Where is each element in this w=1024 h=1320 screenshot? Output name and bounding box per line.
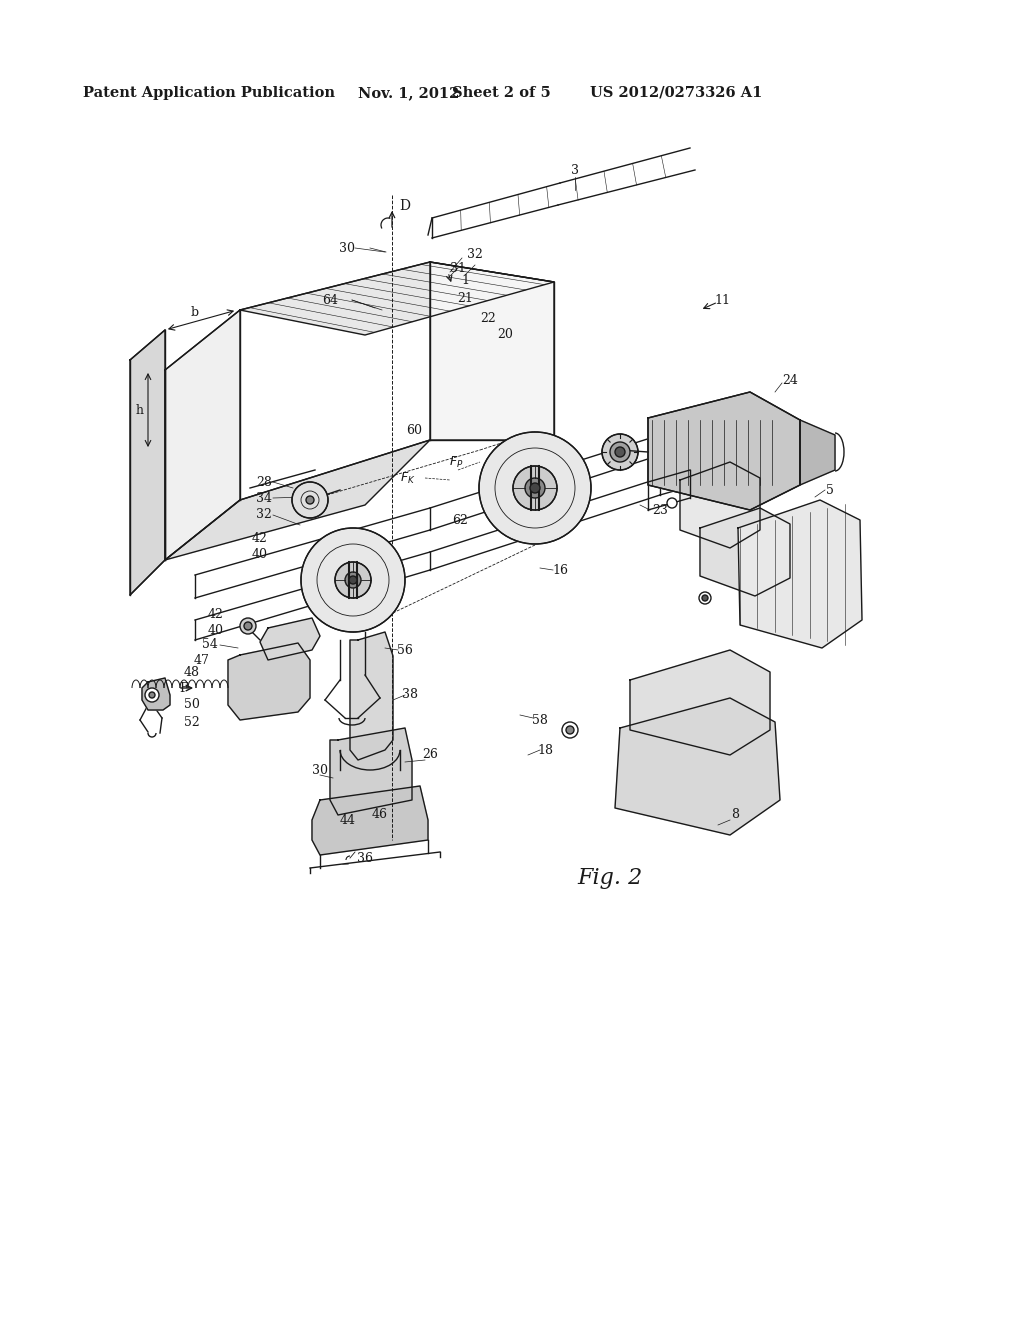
Text: h: h	[136, 404, 144, 417]
Text: 48: 48	[184, 667, 200, 680]
Text: 56: 56	[397, 644, 413, 656]
Circle shape	[145, 688, 159, 702]
Text: 42: 42	[208, 607, 224, 620]
Circle shape	[615, 447, 625, 457]
Polygon shape	[630, 649, 770, 755]
Text: D: D	[399, 199, 411, 213]
Text: 3: 3	[571, 164, 579, 177]
Text: 36: 36	[357, 851, 373, 865]
Text: 1: 1	[461, 273, 469, 286]
Text: 50: 50	[184, 698, 200, 711]
Text: 64: 64	[322, 293, 338, 306]
Text: 40: 40	[252, 549, 268, 561]
Circle shape	[244, 622, 252, 630]
Text: 42: 42	[252, 532, 268, 544]
Text: 62: 62	[452, 513, 468, 527]
Text: 23: 23	[652, 503, 668, 516]
Polygon shape	[330, 729, 412, 814]
Circle shape	[566, 726, 574, 734]
Circle shape	[292, 482, 328, 517]
Circle shape	[335, 562, 371, 598]
Circle shape	[530, 483, 540, 492]
Polygon shape	[800, 420, 835, 484]
Circle shape	[345, 572, 361, 587]
Text: 30: 30	[312, 763, 328, 776]
Text: 46: 46	[372, 808, 388, 821]
Text: Sheet 2 of 5: Sheet 2 of 5	[452, 86, 551, 100]
Circle shape	[610, 442, 630, 462]
Circle shape	[667, 498, 677, 508]
Circle shape	[513, 466, 557, 510]
Text: Patent Application Publication: Patent Application Publication	[83, 86, 335, 100]
Text: 8: 8	[731, 808, 739, 821]
Text: b: b	[190, 305, 199, 318]
Text: 5: 5	[826, 483, 834, 496]
Polygon shape	[165, 310, 240, 560]
Circle shape	[562, 722, 578, 738]
Text: 26: 26	[422, 748, 438, 762]
Polygon shape	[260, 618, 319, 660]
Polygon shape	[615, 698, 780, 836]
Circle shape	[699, 591, 711, 605]
Text: F: F	[179, 681, 188, 694]
Polygon shape	[738, 500, 862, 648]
Text: 32: 32	[256, 508, 272, 521]
Polygon shape	[228, 643, 310, 719]
Text: 30: 30	[339, 242, 355, 255]
Text: 54: 54	[202, 639, 218, 652]
Text: 58: 58	[532, 714, 548, 726]
Text: —: —	[341, 861, 348, 869]
Circle shape	[240, 618, 256, 634]
Circle shape	[349, 576, 357, 583]
Text: Nov. 1, 2012: Nov. 1, 2012	[358, 86, 460, 100]
Text: Fig. 2: Fig. 2	[577, 867, 642, 888]
Circle shape	[602, 434, 638, 470]
Circle shape	[479, 432, 591, 544]
Text: 44: 44	[340, 813, 356, 826]
Text: US 2012/0273326 A1: US 2012/0273326 A1	[590, 86, 763, 100]
Text: 52: 52	[184, 715, 200, 729]
Text: $F_P$: $F_P$	[449, 454, 463, 470]
Text: 47: 47	[195, 653, 210, 667]
Text: 24: 24	[782, 374, 798, 387]
Polygon shape	[680, 462, 760, 548]
Text: 34: 34	[256, 491, 272, 504]
Text: $F_K$: $F_K$	[400, 470, 416, 486]
Circle shape	[301, 528, 406, 632]
Polygon shape	[130, 330, 165, 595]
Text: 11: 11	[714, 293, 730, 306]
Text: 40: 40	[208, 623, 224, 636]
Text: 21: 21	[457, 292, 473, 305]
Text: 18: 18	[537, 743, 553, 756]
Polygon shape	[430, 261, 554, 440]
Text: 31: 31	[450, 261, 466, 275]
Text: 20: 20	[497, 329, 513, 342]
Polygon shape	[350, 632, 393, 760]
Text: 22: 22	[480, 312, 496, 325]
Text: 16: 16	[552, 564, 568, 577]
Polygon shape	[165, 440, 430, 560]
Polygon shape	[240, 261, 554, 335]
Polygon shape	[648, 392, 800, 510]
Text: 38: 38	[402, 689, 418, 701]
Circle shape	[150, 692, 155, 698]
Text: 60: 60	[406, 424, 422, 437]
Polygon shape	[700, 508, 790, 597]
Text: 28: 28	[256, 475, 272, 488]
Circle shape	[702, 595, 708, 601]
Circle shape	[525, 478, 545, 498]
Polygon shape	[142, 678, 170, 710]
Circle shape	[306, 496, 314, 504]
Polygon shape	[312, 785, 428, 855]
Text: 32: 32	[467, 248, 483, 261]
